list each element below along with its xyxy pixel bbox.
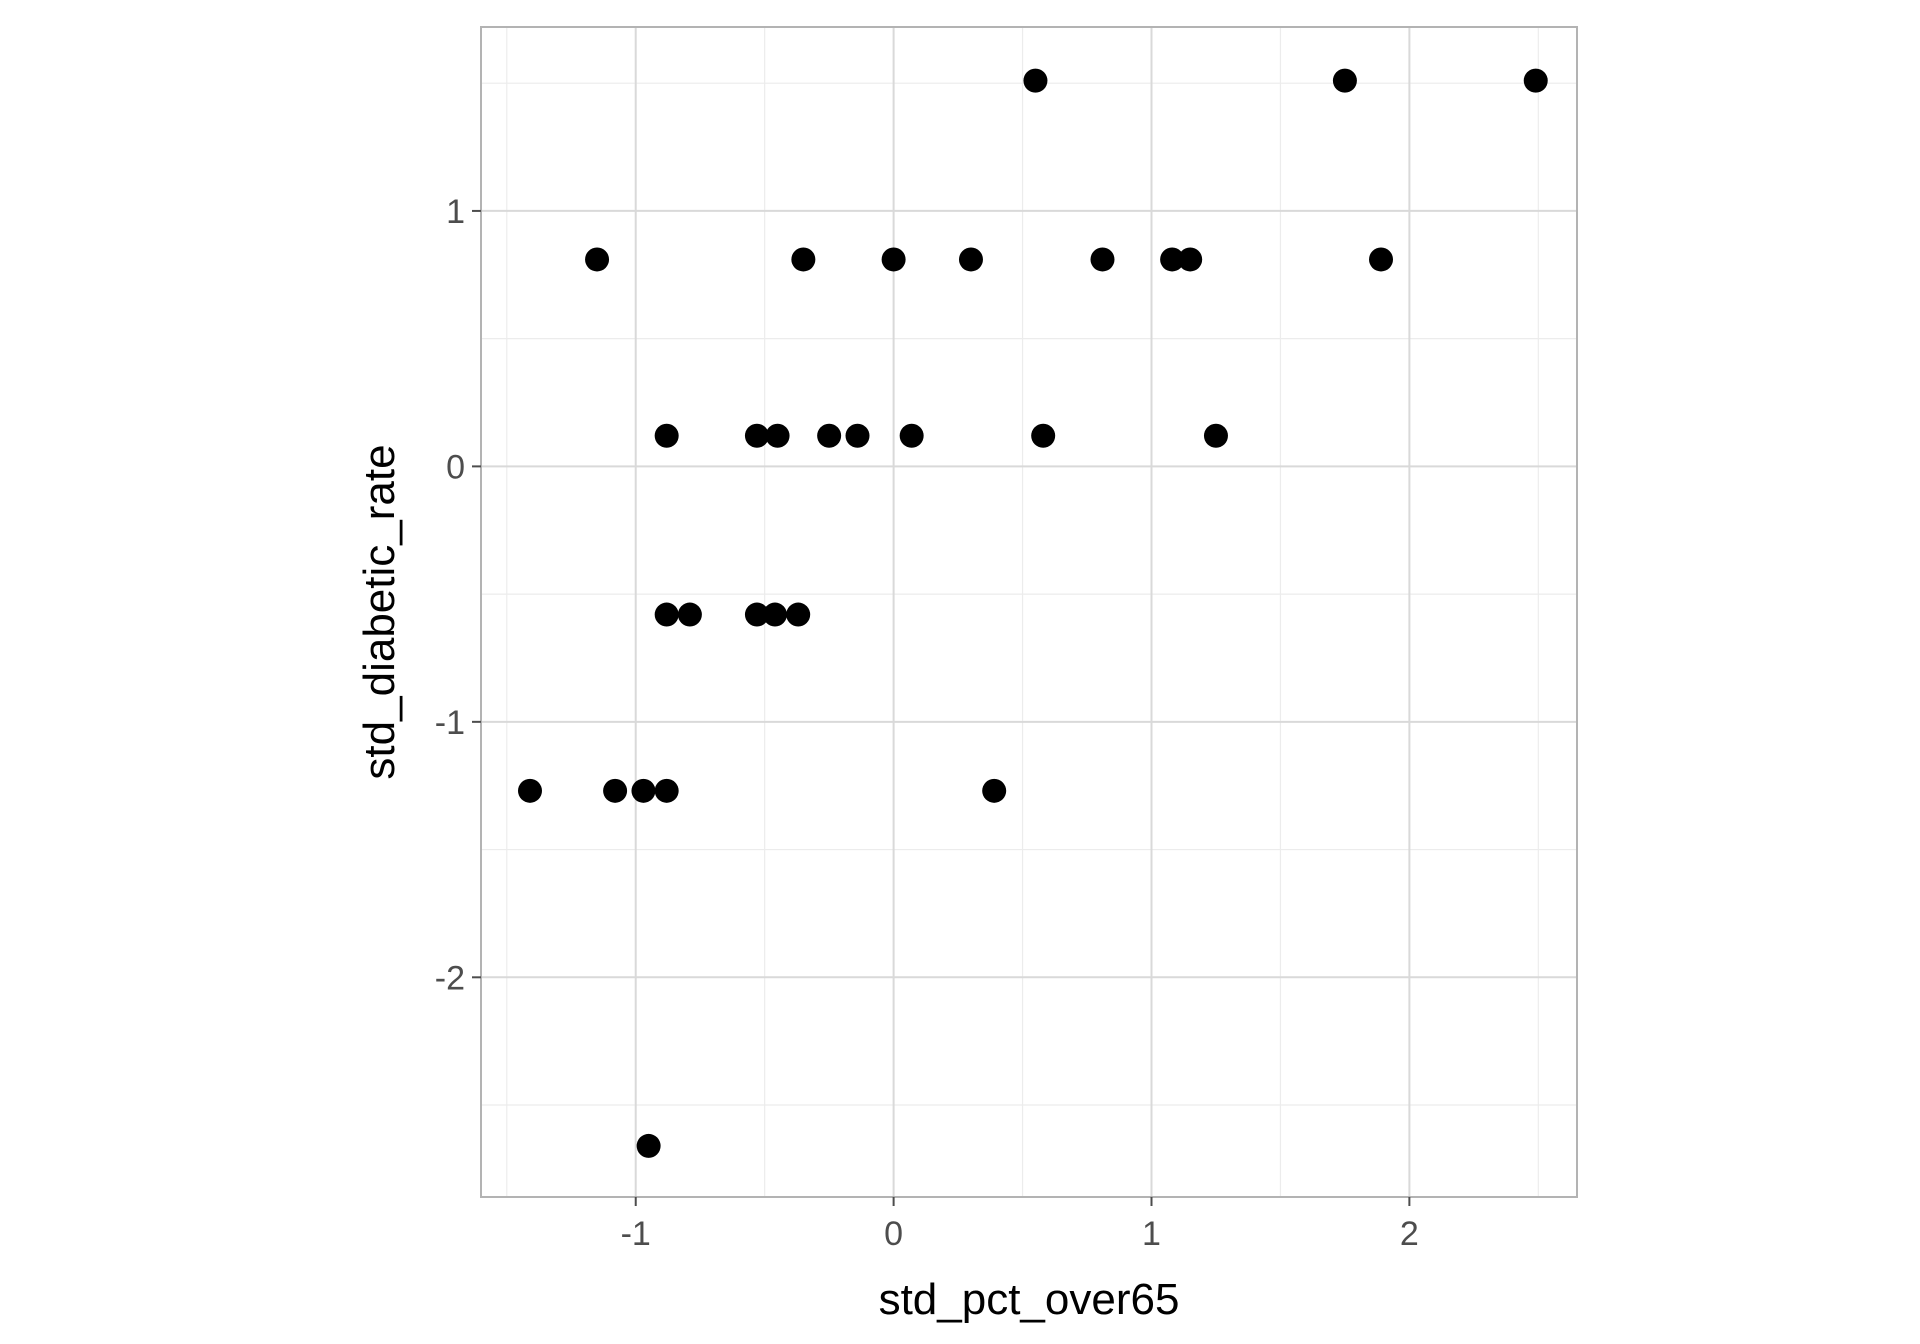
data-point xyxy=(958,247,983,272)
axis-tick-labels: -1 0 1 2 -2 -1 0 1 xyxy=(435,193,1419,1253)
x-tick-label: -1 xyxy=(621,1215,651,1253)
data-point xyxy=(631,778,656,803)
data-point xyxy=(845,423,870,448)
data-point xyxy=(817,423,842,448)
data-point xyxy=(654,778,679,803)
y-tick-label: -2 xyxy=(435,959,465,997)
y-tick-label: -1 xyxy=(435,704,465,742)
data-point xyxy=(1369,247,1394,272)
data-point xyxy=(1031,423,1056,448)
y-tick-label: 1 xyxy=(446,193,465,231)
data-point xyxy=(585,247,610,272)
data-point xyxy=(654,602,679,627)
data-point xyxy=(1178,247,1203,272)
data-point xyxy=(982,778,1007,803)
data-point xyxy=(881,247,906,272)
data-point xyxy=(762,602,787,627)
data-point xyxy=(1332,68,1357,93)
data-point xyxy=(791,247,816,272)
data-point xyxy=(899,423,924,448)
grid-lines xyxy=(481,27,1577,1197)
data-point xyxy=(603,778,628,803)
data-point xyxy=(636,1133,661,1158)
data-point xyxy=(517,778,542,803)
plot-panel-border xyxy=(480,26,1578,1198)
x-tick-label: 2 xyxy=(1400,1215,1419,1253)
x-tick-label: 1 xyxy=(1142,1215,1161,1253)
y-axis-title: std_diabetic_rate xyxy=(355,444,404,779)
data-point xyxy=(677,602,702,627)
x-axis-title: std_pct_over65 xyxy=(879,1275,1180,1324)
data-points xyxy=(517,68,1548,1158)
axis-ticks xyxy=(472,209,1411,1206)
data-point xyxy=(1160,247,1185,272)
data-point xyxy=(1203,423,1228,448)
data-point xyxy=(744,602,769,627)
data-point xyxy=(744,423,769,448)
data-point xyxy=(1023,68,1048,93)
data-point xyxy=(786,602,811,627)
x-tick-label: 0 xyxy=(884,1215,903,1253)
data-point xyxy=(1090,247,1115,272)
data-point xyxy=(654,423,679,448)
data-point xyxy=(765,423,790,448)
data-point xyxy=(1523,68,1548,93)
y-tick-label: 0 xyxy=(446,448,465,486)
